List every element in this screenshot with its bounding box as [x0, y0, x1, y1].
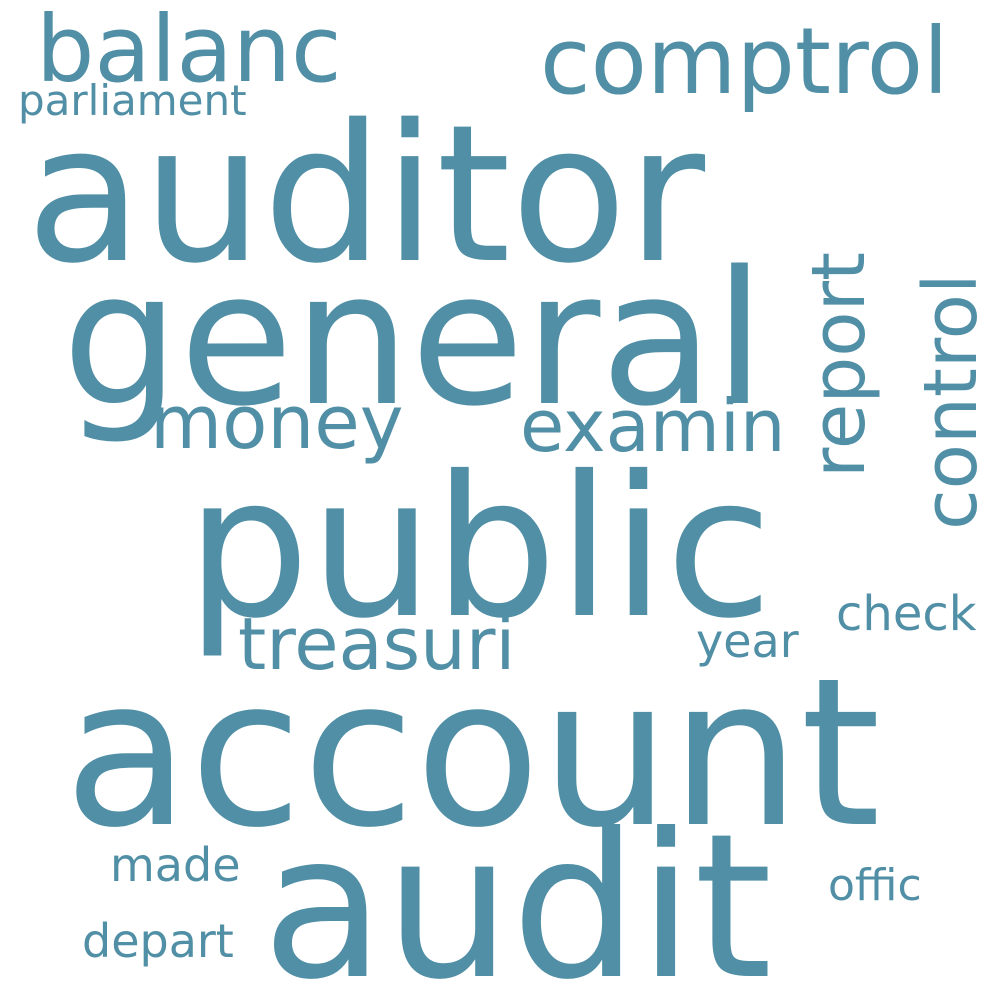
word-offic: offic [828, 860, 922, 911]
word-check: check [836, 586, 977, 642]
word-general: general [62, 231, 766, 447]
word-parliament: parliament [18, 76, 247, 125]
word-year: year [696, 614, 799, 668]
word-comptrol: comptrol [540, 8, 949, 115]
word-control: control [908, 273, 994, 530]
word-public: public [186, 434, 773, 661]
word-audit: audit [262, 791, 773, 1000]
word-auditor: auditor [26, 84, 706, 305]
word-balanc: balanc [36, 0, 342, 103]
word-made: made [110, 838, 241, 892]
word-report: report [796, 251, 882, 478]
word-money: money [150, 380, 404, 466]
word-examin: examin [520, 384, 786, 468]
word-depart: depart [82, 914, 234, 968]
word-treasuri: treasuri [238, 602, 516, 686]
word-account: account [64, 635, 881, 873]
